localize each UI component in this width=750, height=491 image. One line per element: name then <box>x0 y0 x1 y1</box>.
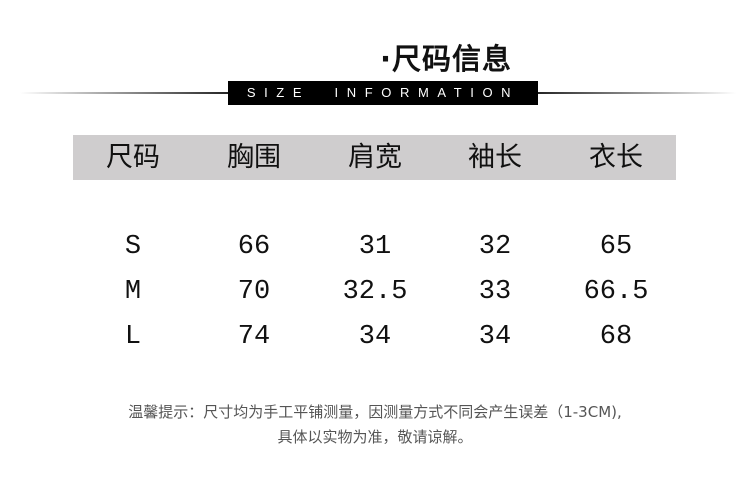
cell: 74 <box>237 322 271 352</box>
cell: 32 <box>478 232 512 262</box>
cell: 65 <box>599 232 633 262</box>
cell: 32.5 <box>342 277 408 307</box>
cell: 34 <box>358 322 392 352</box>
cell: 66 <box>237 232 271 262</box>
cell: S <box>124 232 142 262</box>
note-line-2: 具体以实物为准，敬请谅解。 <box>277 428 473 446</box>
header-sleeve: 袖长 <box>468 142 522 173</box>
subtitle-band: SIZE INFORMATION <box>228 81 538 105</box>
divider-right <box>536 92 736 94</box>
cell: 33 <box>478 277 512 307</box>
header-size: 尺码 <box>106 142 160 173</box>
cell: 66.5 <box>583 277 649 307</box>
cell: 68 <box>599 322 633 352</box>
table-row: L 74 34 34 68 <box>73 317 676 357</box>
cell: 70 <box>237 277 271 307</box>
cell: M <box>124 277 142 307</box>
header-chest: 胸围 <box>227 142 281 173</box>
header-length: 衣长 <box>589 142 643 173</box>
table-row: S 66 31 32 65 <box>73 227 676 267</box>
cell: 31 <box>358 232 392 262</box>
table-header: 尺码 胸围 肩宽 袖长 衣长 <box>73 135 676 180</box>
cell: 34 <box>478 322 512 352</box>
divider-left <box>20 92 230 94</box>
note-line-1: 温馨提示：尺寸均为手工平铺测量，因测量方式不同会产生误差（1-3CM), <box>128 403 622 421</box>
page-title: ·尺码信息 <box>380 42 513 76</box>
header-shoulder: 肩宽 <box>348 142 402 173</box>
cell: L <box>124 322 142 352</box>
table-row: M 70 32.5 33 66.5 <box>73 272 676 312</box>
